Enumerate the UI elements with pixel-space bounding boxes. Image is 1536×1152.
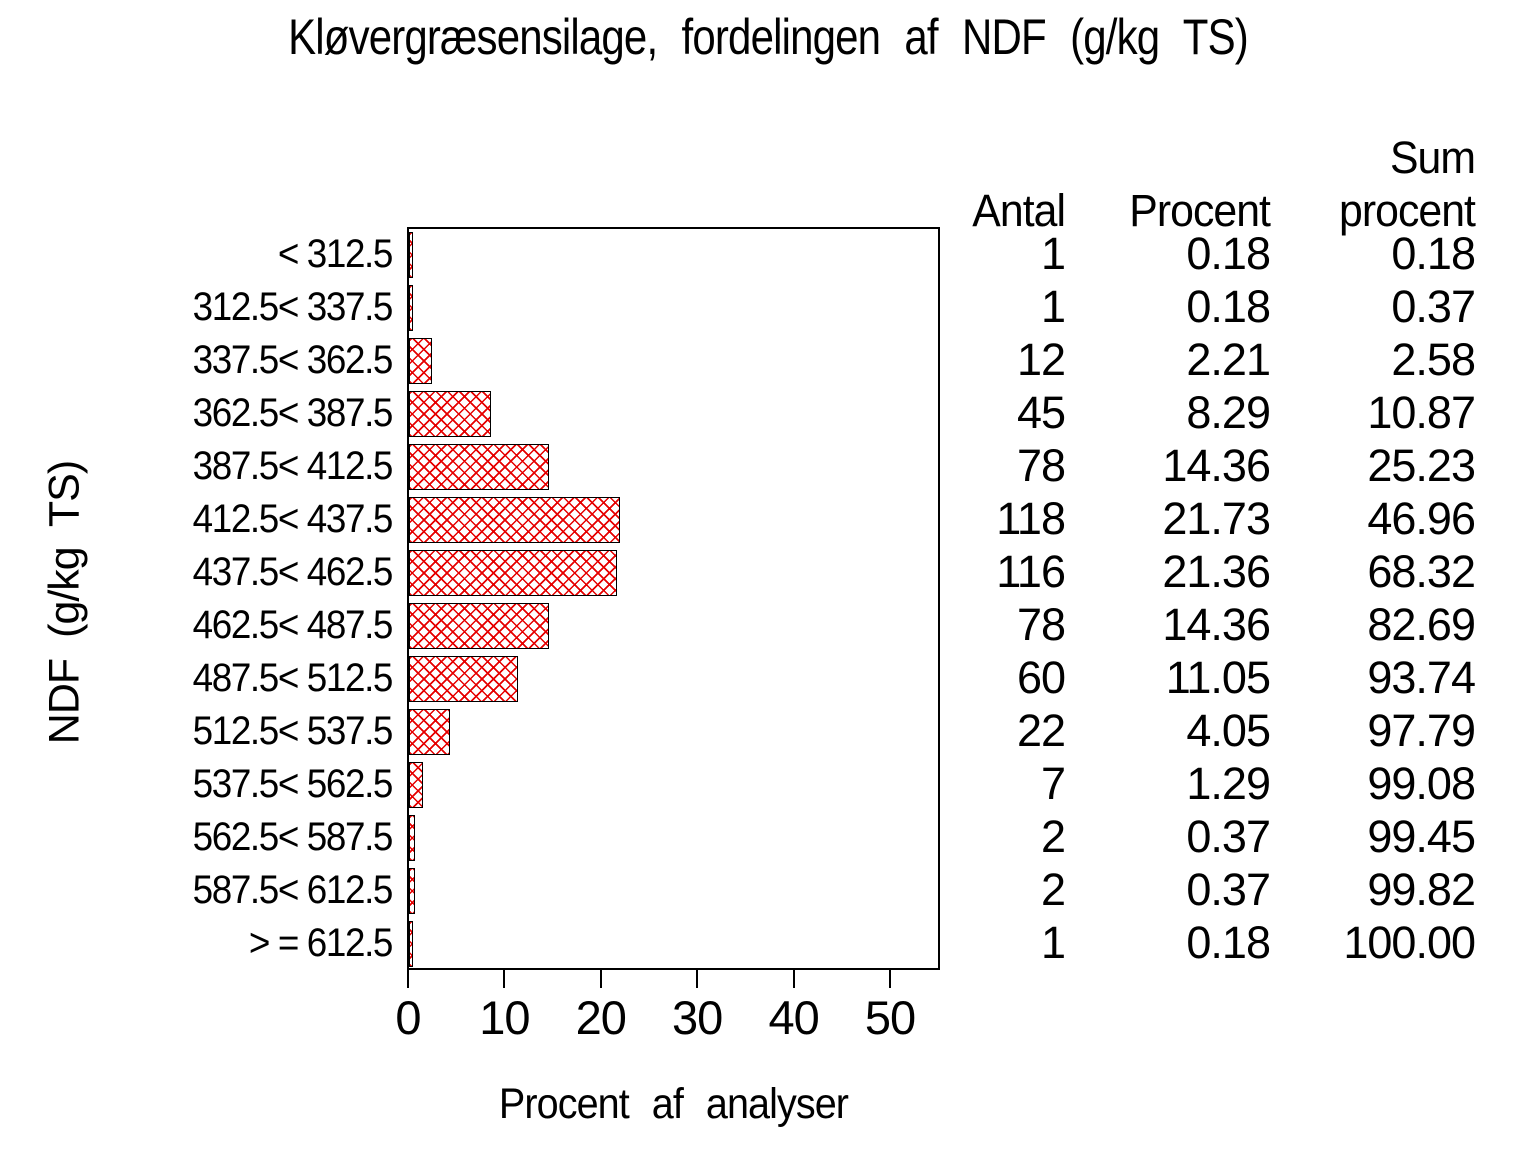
category-label: 537.5< 562.5 (192, 762, 394, 807)
category-label: 387.5< 412.5 (192, 443, 394, 488)
x-tick-mark (503, 970, 506, 988)
x-tick-label: 10 (479, 991, 530, 1044)
table-cell-procent: 0.37 (1186, 811, 1271, 863)
table-cell-sum-procent: 99.82 (1367, 864, 1476, 916)
category-label: 562.5< 587.5 (192, 815, 394, 860)
category-label: 487.5< 512.5 (192, 656, 394, 701)
bar (409, 231, 413, 278)
bar (409, 656, 518, 703)
category-label: 312.5< 337.5 (192, 284, 394, 329)
bar (409, 549, 617, 596)
x-tick-label: 40 (768, 991, 819, 1044)
x-tick-mark (599, 970, 602, 988)
table-header-antal: Antal (972, 185, 1066, 236)
x-tick-label: 20 (575, 991, 627, 1044)
table-cell-procent: 4.05 (1186, 705, 1271, 757)
x-tick-label: 0 (395, 991, 421, 1044)
category-label: > = 612.5 (248, 921, 393, 966)
table-cell-sum-procent: 0.37 (1391, 280, 1476, 332)
table-header-sum-line2: procent (1339, 185, 1476, 236)
bar (409, 709, 451, 756)
table-cell-sum-procent: 0.18 (1391, 227, 1476, 279)
table-cell-procent: 21.73 (1162, 492, 1271, 544)
table-cell-sum-procent: 68.32 (1367, 545, 1476, 597)
bar (409, 496, 621, 543)
table-cell-antal: 7 (1040, 758, 1066, 810)
table-cell-procent: 14.36 (1162, 439, 1271, 491)
table-cell-sum-procent: 46.96 (1367, 492, 1476, 544)
table-cell-procent: 0.37 (1186, 864, 1271, 916)
table-cell-sum-procent: 10.87 (1367, 386, 1476, 438)
table-cell-procent: 11.05 (1165, 652, 1271, 704)
table-cell-antal: 12 (1016, 333, 1066, 385)
x-axis-label: Procent af analyser (498, 1080, 849, 1128)
category-label: 412.5< 437.5 (192, 496, 394, 541)
table-cell-antal: 78 (1016, 439, 1066, 491)
table-cell-antal: 78 (1016, 599, 1066, 651)
table-header-sum-line1: Sum (1389, 132, 1476, 183)
x-tick-mark (407, 970, 409, 988)
table-cell-sum-procent: 82.69 (1367, 599, 1476, 651)
table-cell-antal: 116 (996, 545, 1066, 597)
table-cell-sum-procent: 93.74 (1367, 652, 1476, 704)
table-cell-antal: 45 (1016, 386, 1066, 438)
category-label: 437.5< 462.5 (192, 549, 394, 594)
x-tick-mark (889, 970, 891, 988)
bar (409, 762, 424, 809)
bar (409, 815, 415, 862)
category-label: 362.5< 387.5 (192, 390, 394, 435)
x-tick-label: 30 (672, 991, 723, 1044)
category-label: < 312.5 (277, 231, 394, 276)
table-cell-sum-procent: 25.23 (1367, 439, 1476, 491)
plot-area (407, 227, 940, 970)
table-cell-antal: 2 (1040, 811, 1066, 863)
table-cell-sum-procent: 100.00 (1343, 917, 1476, 969)
bar (409, 868, 415, 915)
table-cell-procent: 8.29 (1186, 386, 1271, 438)
bar (409, 443, 550, 490)
table-cell-sum-procent: 2.58 (1391, 333, 1476, 385)
table-header-procent: Procent (1129, 185, 1271, 236)
chart-title: Kløvergræsensilage, fordelingen af NDF (… (288, 9, 1249, 65)
table-cell-sum-procent: 97.79 (1367, 705, 1476, 757)
bar (409, 337, 433, 384)
table-cell-procent: 0.18 (1186, 227, 1271, 279)
table-cell-procent: 0.18 (1186, 917, 1271, 969)
x-tick-label: 50 (864, 991, 916, 1044)
table-cell-procent: 14.36 (1162, 599, 1271, 651)
x-tick-mark (696, 970, 699, 988)
table-cell-antal: 60 (1016, 652, 1066, 704)
category-label: 337.5< 362.5 (192, 337, 394, 382)
table-cell-procent: 1.29 (1186, 758, 1271, 810)
table-cell-antal: 1 (1040, 280, 1066, 332)
table-cell-procent: 21.36 (1162, 545, 1271, 597)
table-cell-antal: 1 (1040, 917, 1066, 969)
bar (409, 921, 413, 968)
table-cell-procent: 2.21 (1186, 333, 1271, 385)
category-label: 512.5< 537.5 (192, 709, 394, 754)
table-cell-sum-procent: 99.08 (1367, 758, 1476, 810)
table-cell-antal: 1 (1040, 227, 1066, 279)
table-cell-antal: 22 (1016, 705, 1066, 757)
table-cell-procent: 0.18 (1186, 280, 1271, 332)
table-cell-sum-procent: 99.45 (1367, 811, 1476, 863)
table-cell-antal: 118 (996, 492, 1066, 544)
table-cell-antal: 2 (1040, 864, 1066, 916)
bar (409, 390, 491, 437)
category-label: 462.5< 487.5 (192, 603, 394, 648)
bar (409, 603, 550, 650)
bar (409, 284, 413, 331)
x-tick-mark (792, 970, 795, 988)
category-label: 587.5< 612.5 (192, 868, 394, 913)
